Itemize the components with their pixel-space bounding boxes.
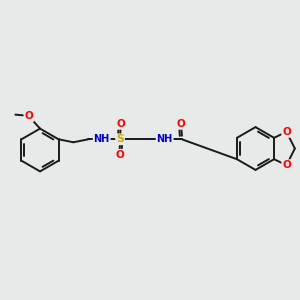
Text: S: S (116, 134, 124, 144)
Text: NH: NH (94, 134, 110, 144)
Text: O: O (177, 119, 186, 129)
Text: O: O (24, 111, 33, 121)
Text: NH: NH (157, 134, 173, 144)
Text: O: O (282, 160, 291, 170)
Text: O: O (116, 119, 125, 129)
Text: O: O (115, 150, 124, 160)
Text: O: O (282, 127, 291, 137)
